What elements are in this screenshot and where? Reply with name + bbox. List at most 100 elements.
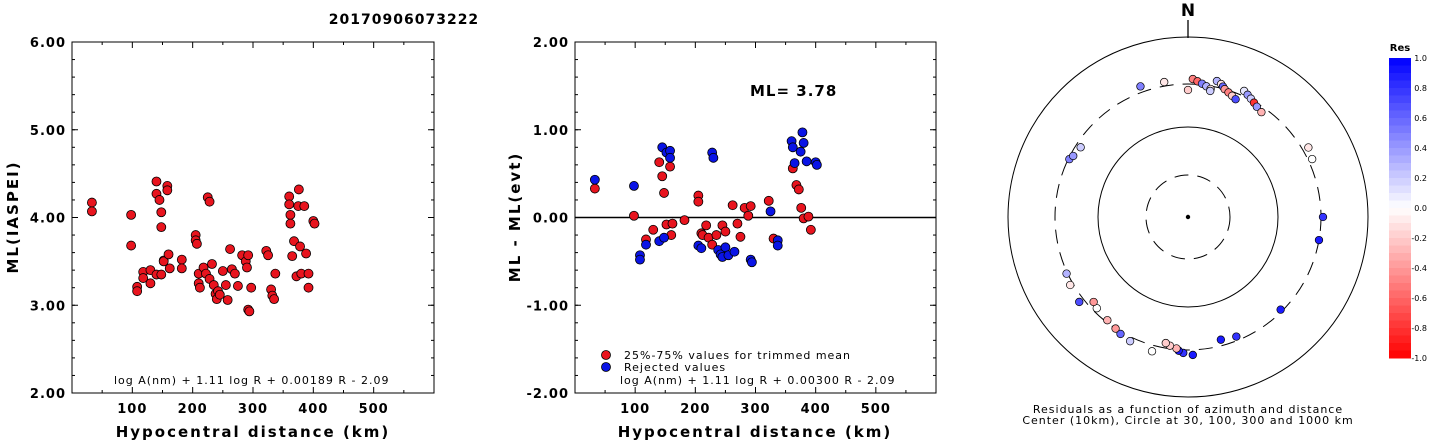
- circle-100km: [1097, 126, 1279, 308]
- y-tick-label: -2.00: [527, 387, 569, 402]
- colorbar-cell: [1389, 275, 1411, 284]
- x-tick-label: 400: [298, 402, 328, 417]
- data-point: [735, 231, 746, 242]
- x-tick-label: 300: [740, 402, 770, 417]
- data-point: [789, 158, 800, 168]
- colorbar-cell: [1389, 125, 1411, 134]
- y-tick-label: 5.00: [30, 124, 66, 139]
- circle-30km: [1145, 174, 1231, 260]
- data-point: [701, 220, 712, 231]
- data-point: [156, 207, 167, 218]
- data-point: [745, 201, 756, 211]
- data-point: [648, 224, 659, 235]
- colorbar-ticks: 1.0 0.8 0.6 0.4 0.2 0.0 -0.2 -0.4 -0.6 -0.8 -1.0: [1411, 54, 1427, 363]
- station-marker: [1161, 338, 1170, 348]
- figure-title: 20170906073222: [329, 12, 479, 28]
- colorbar-cell: [1389, 65, 1411, 74]
- station-marker: [1069, 151, 1078, 161]
- data-point: [811, 159, 822, 170]
- colorbar-tick-label: -0.2: [1411, 234, 1427, 243]
- data-point: [665, 152, 675, 163]
- colorbar-cell: [1389, 328, 1411, 336]
- station-residuals: [1062, 74, 1328, 360]
- data-point: [295, 241, 305, 252]
- colorbar-cell: [1389, 208, 1411, 216]
- data-point: [263, 250, 273, 261]
- data-point: [727, 200, 738, 211]
- colorbar-cell: [1389, 283, 1411, 291]
- station-marker: [1206, 86, 1215, 96]
- formula-label: log A(nm) + 1.11 log R + 0.00189 R - 2.0…: [114, 374, 389, 387]
- station-marker: [1216, 335, 1226, 344]
- colorbar-tick-label: 0.4: [1414, 144, 1427, 153]
- legend-label-trimmed: 25%-75% values for trimmed mean: [624, 349, 851, 362]
- colorbar-cell: [1389, 58, 1411, 66]
- data-point: [667, 218, 678, 229]
- colorbar-cell: [1389, 268, 1411, 276]
- axis-ticks: 100 200 300 400 500 2.00 3.00 4.00 5.00 6.00: [30, 36, 434, 417]
- data-point: [151, 176, 162, 187]
- data-point: [589, 183, 600, 194]
- colorbar-cell: [1389, 118, 1411, 126]
- data-point: [225, 244, 235, 254]
- station-marker: [1304, 143, 1313, 152]
- station-marker: [1314, 235, 1324, 245]
- data-point: [156, 222, 167, 233]
- colorbar-cells: [1389, 58, 1411, 359]
- data-point: [195, 282, 205, 293]
- legend: 25%-75% values for trimmed mean Rejected…: [601, 349, 851, 374]
- data-point: [233, 281, 243, 291]
- data-point: [126, 240, 137, 251]
- data-point: [763, 195, 774, 206]
- x-tick-label: 100: [620, 402, 650, 417]
- data-point: [797, 127, 808, 138]
- colorbar-cell: [1389, 148, 1411, 156]
- colorbar-cell: [1389, 155, 1411, 164]
- colorbar-cell: [1389, 313, 1411, 321]
- station-marker: [1257, 107, 1266, 117]
- station-marker: [1125, 337, 1135, 346]
- colorbar-cell: [1389, 230, 1411, 239]
- data-point: [244, 306, 255, 317]
- colorbar-cell: [1389, 200, 1411, 209]
- colorbar-cell: [1389, 163, 1411, 171]
- station-marker: [1136, 82, 1145, 91]
- station-marker: [1231, 95, 1240, 104]
- station-marker: [1188, 350, 1197, 360]
- data-point: [309, 218, 320, 229]
- data-point: [801, 156, 812, 167]
- plot-frame: [71, 41, 435, 394]
- data-point: [162, 185, 173, 196]
- colorbar-title: Res: [1390, 43, 1410, 54]
- data-point: [284, 199, 295, 210]
- x-tick-label: 200: [680, 402, 710, 417]
- data-point: [176, 254, 187, 265]
- data-point: [772, 240, 783, 251]
- station-marker: [1116, 329, 1125, 339]
- station-marker: [1252, 102, 1262, 111]
- data-point: [303, 268, 314, 279]
- residual-colorbar: Res 1.0 0.8 0.6 0.4 0.2 0.0 -0.2 -0.4 -0.6 -0.8 -1…: [1389, 43, 1427, 363]
- data-point: [246, 282, 257, 293]
- data-point: [156, 269, 167, 280]
- y-tick-label: 1.00: [533, 124, 569, 139]
- colorbar-tick-label: 0.8: [1414, 84, 1427, 93]
- data-point: [732, 218, 743, 229]
- data-point: [743, 210, 754, 221]
- data-point: [285, 218, 296, 229]
- data-point: [214, 289, 225, 300]
- x-tick-label: 200: [178, 402, 208, 417]
- colorbar-cell: [1389, 88, 1411, 96]
- data-point: [629, 181, 639, 191]
- y-axis-label: ML(IASPEI): [4, 160, 22, 273]
- colorbar-cell: [1389, 260, 1411, 269]
- caption-line-2: Center (10km), Circle at 30, 100, 300 an…: [1022, 414, 1353, 427]
- data-points: [589, 127, 822, 268]
- colorbar-cell: [1389, 80, 1411, 89]
- magnitude-distance-chart: 100 200 300 400 500 2.00 3.00 4.00 5.00 6.00 log …: [4, 36, 435, 441]
- data-point: [222, 295, 233, 305]
- data-point: [229, 268, 240, 279]
- colorbar-cell: [1389, 305, 1411, 314]
- data-point: [285, 209, 296, 220]
